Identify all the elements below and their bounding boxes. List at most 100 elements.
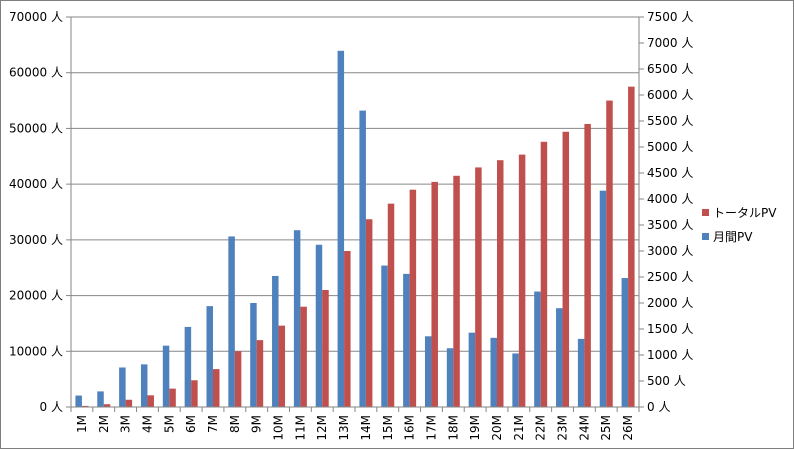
axis-layer: 0 人 10000 人 20000 人 30000 人 40000 人 50000 人 60… — [9, 10, 693, 441]
bar-total-8M — [234, 351, 242, 407]
bar-monthly-11M — [293, 230, 301, 407]
x-tick-label: 13M — [337, 415, 351, 441]
bar-total-6M — [191, 380, 198, 407]
bar-monthly-15M — [381, 265, 388, 407]
bar-monthly-8M — [228, 236, 235, 407]
bar-total-12M — [322, 290, 329, 407]
y-left-tick-label: 10000 人 — [9, 344, 63, 358]
bar-total-4M — [147, 395, 154, 407]
bar-total-3M — [125, 399, 133, 407]
x-tick-label: 4M — [140, 415, 154, 433]
x-tick-label: 14M — [359, 415, 373, 441]
bar-monthly-12M — [315, 244, 323, 407]
bar-total-13M — [344, 251, 351, 407]
y-left-tick-label: 30000 人 — [9, 233, 63, 247]
x-tick-label: 12M — [315, 415, 329, 441]
y-right-tick-label: 6000 人 — [647, 88, 693, 102]
bar-monthly-7M — [206, 306, 213, 407]
bar-monthly-19M — [468, 332, 476, 407]
y-right-tick-label: 5000 人 — [647, 140, 693, 154]
bar-monthly-14M — [359, 110, 366, 407]
y-right-tick-label: 3500 人 — [647, 218, 693, 232]
x-tick-label: 8M — [228, 415, 242, 433]
y-left-tick-label: 70000 人 — [9, 10, 63, 24]
bar-monthly-18M — [446, 348, 454, 407]
bar-monthly-25M — [599, 190, 607, 407]
bar-total-7M — [213, 369, 220, 407]
y-right-tick-label: 500 人 — [647, 374, 686, 388]
x-tick-label: 3M — [119, 415, 133, 433]
bar-total-5M — [169, 388, 176, 407]
bar-total-26M — [628, 86, 635, 407]
bar-monthly-9M — [250, 303, 257, 407]
y-left-tick-label: 20000 人 — [9, 289, 63, 303]
y-right-tick-label: 7000 人 — [647, 36, 693, 50]
bar-monthly-20M — [490, 337, 497, 407]
bar-total-25M — [606, 100, 613, 407]
bar-monthly-5M — [162, 345, 170, 407]
bar-total-14M — [365, 219, 373, 407]
x-tick-label: 17M — [424, 415, 438, 441]
x-tick-label: 21M — [512, 415, 526, 441]
bar-total-10M — [278, 325, 286, 407]
bar-monthly-3M — [119, 367, 126, 407]
bar-monthly-26M — [621, 278, 629, 407]
y-right-tick-label: 1500 人 — [647, 322, 693, 336]
x-tick-label: 15M — [381, 415, 395, 441]
y-left-tick-label: 60000 人 — [9, 66, 63, 80]
x-tick-label: 11M — [293, 415, 307, 441]
bar-monthly-21M — [512, 353, 519, 407]
bar-monthly-13M — [337, 50, 345, 408]
y-right-tick-label: 4000 人 — [647, 192, 693, 206]
x-tick-label: 7M — [206, 415, 220, 433]
y-right-tick-label: 3000 人 — [647, 244, 693, 258]
bar-monthly-1M — [75, 395, 82, 407]
legend-label: 月間PV — [713, 230, 753, 244]
y-right-tick-label: 4500 人 — [647, 166, 693, 180]
bar-monthly-10M — [272, 275, 279, 407]
x-tick-label: 20M — [490, 415, 504, 441]
bar-monthly-23M — [556, 308, 563, 407]
x-tick-label: 6M — [184, 415, 198, 433]
bar-total-1M — [81, 405, 89, 407]
bar-total-17M — [431, 181, 438, 407]
bar-monthly-24M — [577, 338, 585, 407]
y-left-tick-label: 50000 人 — [9, 121, 63, 135]
x-tick-label: 26M — [621, 415, 635, 441]
legend-label: トータルPV — [713, 206, 777, 220]
x-tick-label: 10M — [272, 415, 286, 441]
bar-layer — [75, 50, 635, 408]
y-right-tick-label: 2000 人 — [647, 296, 693, 310]
x-tick-label: 23M — [556, 415, 570, 441]
bar-total-18M — [453, 175, 460, 407]
legend-swatch — [702, 209, 709, 216]
y-right-tick-label: 7500 人 — [647, 10, 693, 24]
x-tick-label: 18M — [446, 415, 460, 441]
bar-monthly-2M — [97, 391, 104, 407]
bar-total-9M — [256, 340, 264, 407]
bar-monthly-16M — [403, 273, 410, 407]
y-right-tick-label: 2500 人 — [647, 270, 693, 284]
y-right-tick-label: 6500 人 — [647, 62, 693, 76]
grid-layer — [71, 16, 639, 408]
bar-total-15M — [387, 203, 395, 407]
bar-total-16M — [409, 189, 417, 407]
y-left-tick-label: 0 人 — [40, 400, 63, 414]
legend-swatch — [702, 233, 709, 240]
x-tick-label: 2M — [97, 415, 111, 433]
bar-monthly-17M — [424, 336, 432, 407]
bar-total-24M — [584, 123, 591, 407]
x-tick-label: 16M — [403, 415, 417, 441]
bar-monthly-6M — [184, 326, 192, 407]
bar-total-11M — [300, 306, 307, 407]
bar-total-23M — [562, 131, 570, 407]
legend: トータルPV 月間PV — [702, 206, 777, 244]
x-tick-label: 24M — [577, 415, 591, 441]
y-right-tick-label: 5500 人 — [647, 114, 693, 128]
x-tick-label: 19M — [468, 415, 482, 441]
x-tick-label: 22M — [534, 415, 548, 441]
y-right-tick-label: 1000 人 — [647, 348, 693, 362]
bar-total-21M — [518, 154, 526, 407]
x-tick-label: 25M — [599, 415, 613, 441]
